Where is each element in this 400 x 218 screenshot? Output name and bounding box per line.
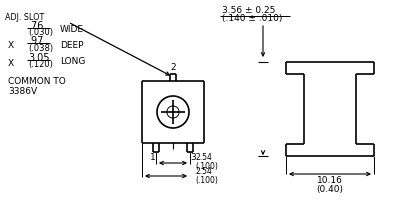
Text: (.030): (.030) (28, 29, 53, 37)
Text: X: X (8, 41, 14, 51)
Text: (.100): (.100) (195, 162, 218, 172)
Text: LONG: LONG (60, 58, 85, 66)
Text: (.120): (.120) (28, 61, 53, 70)
Text: X: X (8, 58, 14, 68)
Text: 2: 2 (170, 63, 176, 73)
Text: 3386V: 3386V (8, 87, 37, 95)
Text: .97: .97 (28, 36, 43, 46)
Text: COMMON TO: COMMON TO (8, 78, 66, 87)
Text: 3.05: 3.05 (28, 53, 50, 63)
Text: .76: .76 (28, 21, 43, 31)
Text: (0.40): (0.40) (316, 184, 344, 194)
Text: (.140 ± .010): (.140 ± .010) (222, 15, 282, 24)
Text: 3.56 ± 0.25: 3.56 ± 0.25 (222, 7, 275, 15)
Text: 2.54: 2.54 (195, 153, 212, 162)
Text: (.038): (.038) (28, 44, 53, 53)
Text: DEEP: DEEP (60, 41, 84, 49)
Text: ADJ. SLOT: ADJ. SLOT (5, 14, 44, 22)
Text: 3: 3 (190, 153, 196, 162)
Text: 10.16: 10.16 (317, 175, 343, 184)
Text: (.100): (.100) (195, 175, 218, 184)
Text: WIDE: WIDE (60, 26, 84, 34)
Text: 2.54: 2.54 (195, 167, 212, 175)
Text: 1: 1 (150, 153, 156, 162)
